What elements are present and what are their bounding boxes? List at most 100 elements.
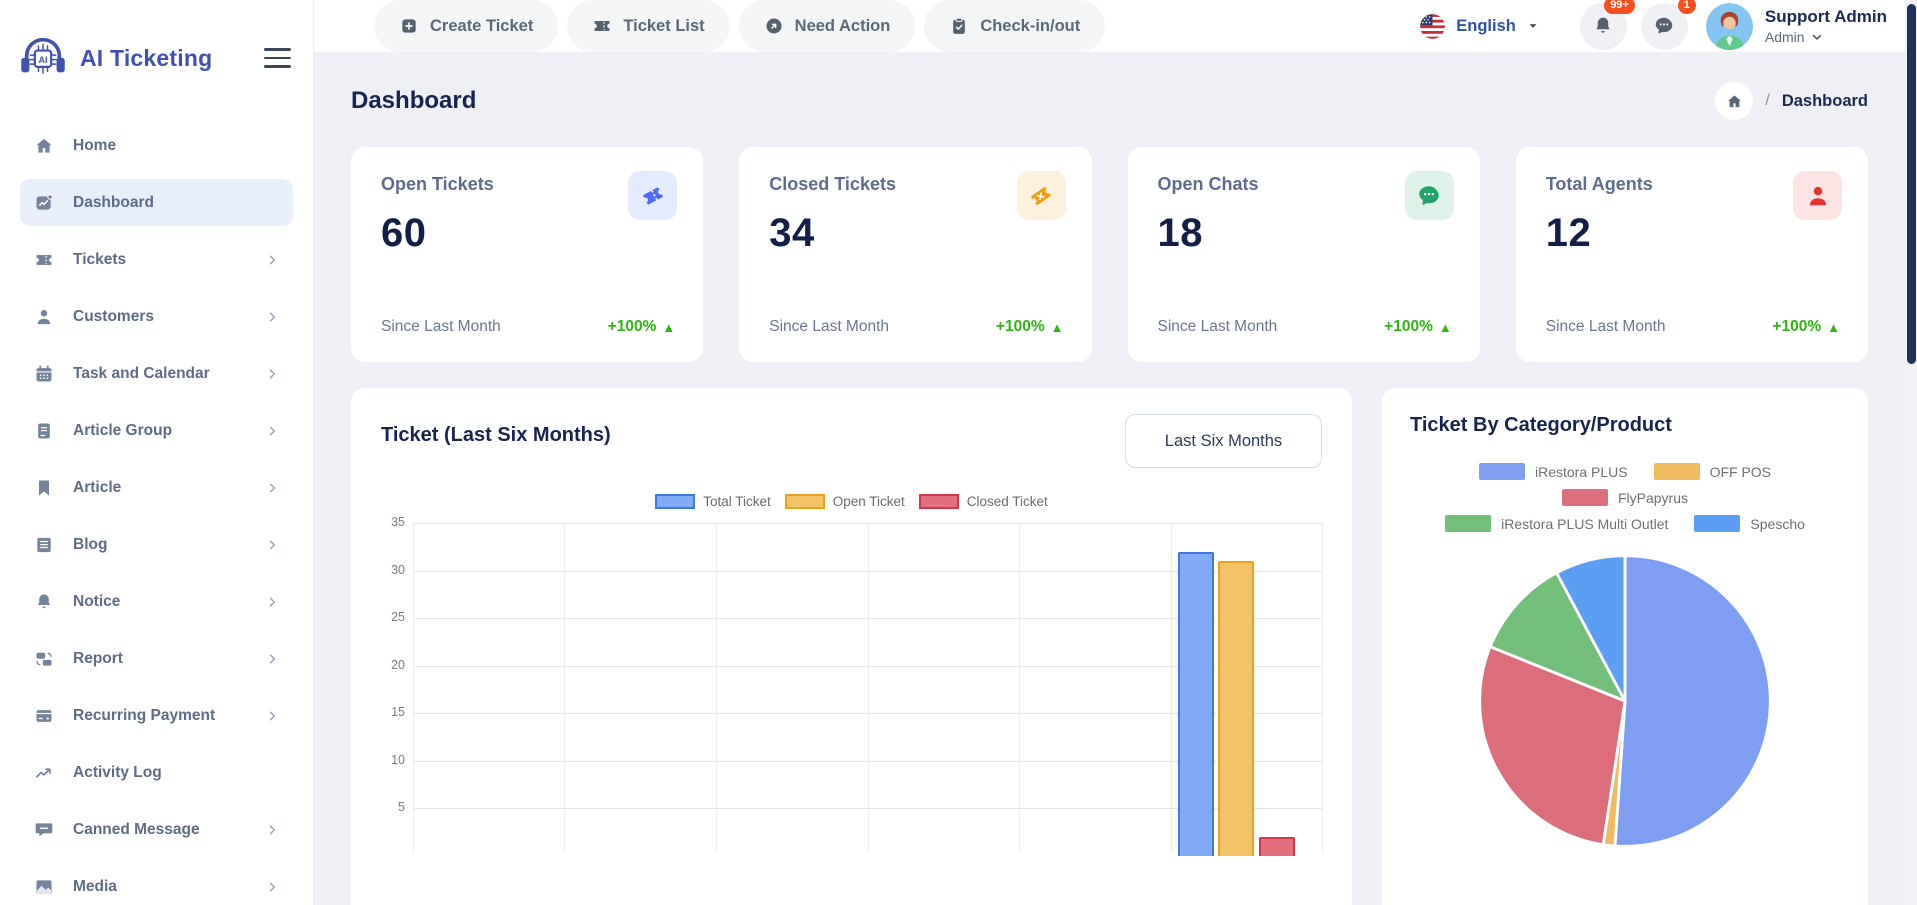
legend-label: Open Ticket	[832, 494, 905, 509]
legend-swatch	[1561, 489, 1608, 506]
sidebar-item-task-and-calendar[interactable]: Task and Calendar	[20, 350, 293, 397]
user-avatar[interactable]	[1705, 2, 1753, 50]
chat-icon	[1404, 171, 1454, 220]
need-action-button[interactable]: Need Action	[738, 0, 916, 52]
sidebar-item-canned-message[interactable]: Canned Message	[20, 806, 293, 853]
vertical-scrollbar[interactable]	[1905, 0, 1917, 905]
legend-item: Spescho	[1694, 515, 1805, 532]
y-axis-tick: 15	[391, 705, 405, 719]
chevron-down-icon	[1810, 30, 1824, 44]
sidebar-item-home[interactable]: Home	[20, 122, 293, 169]
gridline	[867, 523, 869, 853]
stat-value: 18	[1157, 211, 1203, 255]
action-button-label: Check-in/out	[980, 16, 1081, 35]
gridline	[564, 523, 566, 853]
pie-chart-title: Ticket By Category/Product	[1410, 414, 1672, 436]
sidebar-item-media[interactable]: Media	[20, 863, 293, 905]
stats-row: Open Tickets 60 Since Last Month +100% ▲ Clos…	[351, 147, 1868, 362]
legend-item: OFF POS	[1653, 463, 1772, 480]
sidebar-item-label: Canned Message	[73, 820, 200, 838]
home-icon	[1727, 94, 1741, 107]
language-label: English	[1456, 16, 1516, 35]
bar-open-ticket	[1218, 561, 1254, 856]
stat-delta: +100% ▲	[995, 318, 1064, 335]
sidebar-item-dashboard[interactable]: Dashboard	[20, 179, 293, 226]
breadcrumb: / Dashboard	[1715, 82, 1868, 120]
sidebar-item-label: Blog	[73, 535, 108, 553]
legend-label: iRestora PLUS	[1534, 463, 1628, 480]
pie-slice-irestora-plus	[1613, 554, 1772, 848]
sidebar-item-notice[interactable]: Notice	[20, 578, 293, 625]
chevron-right-icon	[265, 595, 279, 609]
sidebar-item-recurring-payment[interactable]: Recurring Payment	[20, 692, 293, 739]
sidebar-item-article[interactable]: Article	[20, 464, 293, 511]
legend-label: OFF POS	[1709, 463, 1772, 480]
sidebar-item-customers[interactable]: Customers	[20, 293, 293, 340]
chat-icon	[1653, 15, 1675, 37]
notifications-button[interactable]: 99+	[1579, 0, 1635, 50]
ticket-icon	[592, 16, 612, 36]
sidebar-item-activity-log[interactable]: Activity Log	[20, 749, 293, 796]
y-axis-tick: 30	[391, 562, 405, 577]
topbar-actions: Create Ticket Ticket List Need Action Check…	[374, 0, 1114, 52]
list-icon	[34, 535, 54, 555]
report-icon	[34, 649, 54, 669]
stat-value: 34	[769, 211, 815, 255]
user-menu[interactable]: Support Admin Admin	[1765, 7, 1887, 45]
stat-card-open-tickets: Open Tickets 60 Since Last Month +100% ▲	[351, 147, 704, 362]
stat-delta: +100% ▲	[607, 318, 676, 335]
range-select[interactable]: Last Six Months	[1125, 414, 1322, 468]
y-axis-tick: 10	[391, 752, 405, 767]
message-icon	[34, 820, 54, 840]
pie-legend-row: FlyPapyrus	[1410, 489, 1840, 506]
legend-swatch	[655, 494, 696, 509]
plus-square-icon	[399, 16, 419, 36]
sidebar-item-report[interactable]: Report	[20, 635, 293, 682]
language-selector[interactable]: English	[1419, 13, 1540, 40]
sidebar-item-tickets[interactable]: Tickets	[20, 236, 293, 283]
sidebar-item-label: Customers	[73, 307, 154, 325]
create-ticket-button[interactable]: Create Ticket	[374, 0, 559, 52]
breadcrumb-separator: /	[1765, 92, 1770, 109]
sidebar-item-article-group[interactable]: Article Group	[20, 407, 293, 454]
activity-icon	[34, 763, 54, 783]
brand-name: AI Ticketing	[80, 44, 213, 71]
ticket-list-button[interactable]: Ticket List	[567, 0, 730, 52]
pie-legend-row: iRestora PLUS OFF POS	[1410, 463, 1840, 480]
pie-slice-irestora-plus-multi-outlet	[1488, 571, 1627, 703]
pie-chart	[1478, 554, 1772, 848]
stat-footer: Since Last Month +100% ▲	[381, 318, 675, 336]
calendar-icon	[34, 364, 54, 384]
pie-chart-legend: iRestora PLUS OFF POS FlyPapyrus iRestora P…	[1410, 463, 1840, 532]
svg-text:AI: AI	[38, 54, 47, 64]
stat-card-total-agents: Total Agents 12 Since Last Month +100% ▲	[1515, 147, 1868, 362]
legend-item: FlyPapyrus	[1561, 489, 1688, 506]
card-icon	[34, 706, 54, 726]
scrollbar-thumb[interactable]	[1906, 4, 1916, 364]
sidebar-item-label: Task and Calendar	[73, 364, 210, 382]
sidebar-item-blog[interactable]: Blog	[20, 521, 293, 568]
sidebar-item-label: Notice	[73, 592, 121, 610]
media-icon	[34, 877, 54, 897]
dashboard-icon	[34, 193, 54, 213]
action-button-label: Create Ticket	[430, 16, 534, 35]
stat-title: Total Agents	[1545, 174, 1653, 194]
sidebar-item-label: Activity Log	[73, 763, 162, 781]
brand-logo[interactable]: AI AI Ticketing	[14, 27, 212, 90]
gridline	[715, 523, 717, 853]
breadcrumb-home-button[interactable]	[1715, 82, 1754, 120]
legend-swatch	[1445, 515, 1492, 532]
stat-period: Since Last Month	[769, 318, 890, 335]
chevron-right-icon	[265, 823, 279, 837]
messages-button[interactable]: 1	[1640, 0, 1696, 50]
stat-title: Open Tickets	[381, 174, 494, 194]
legend-swatch	[784, 494, 825, 509]
main-area: Create Ticket Ticket List Need Action Check…	[314, 0, 1917, 905]
bar-total-ticket	[1177, 551, 1214, 856]
stat-footer: Since Last Month +100% ▲	[1158, 318, 1452, 336]
sidebar-toggle-hamburger-icon[interactable]	[264, 48, 291, 68]
check-in-out-button[interactable]: Check-in/out	[924, 0, 1106, 52]
ticket-angle-icon	[628, 171, 678, 220]
sidebar-header: AI AI Ticketing	[0, 0, 313, 116]
